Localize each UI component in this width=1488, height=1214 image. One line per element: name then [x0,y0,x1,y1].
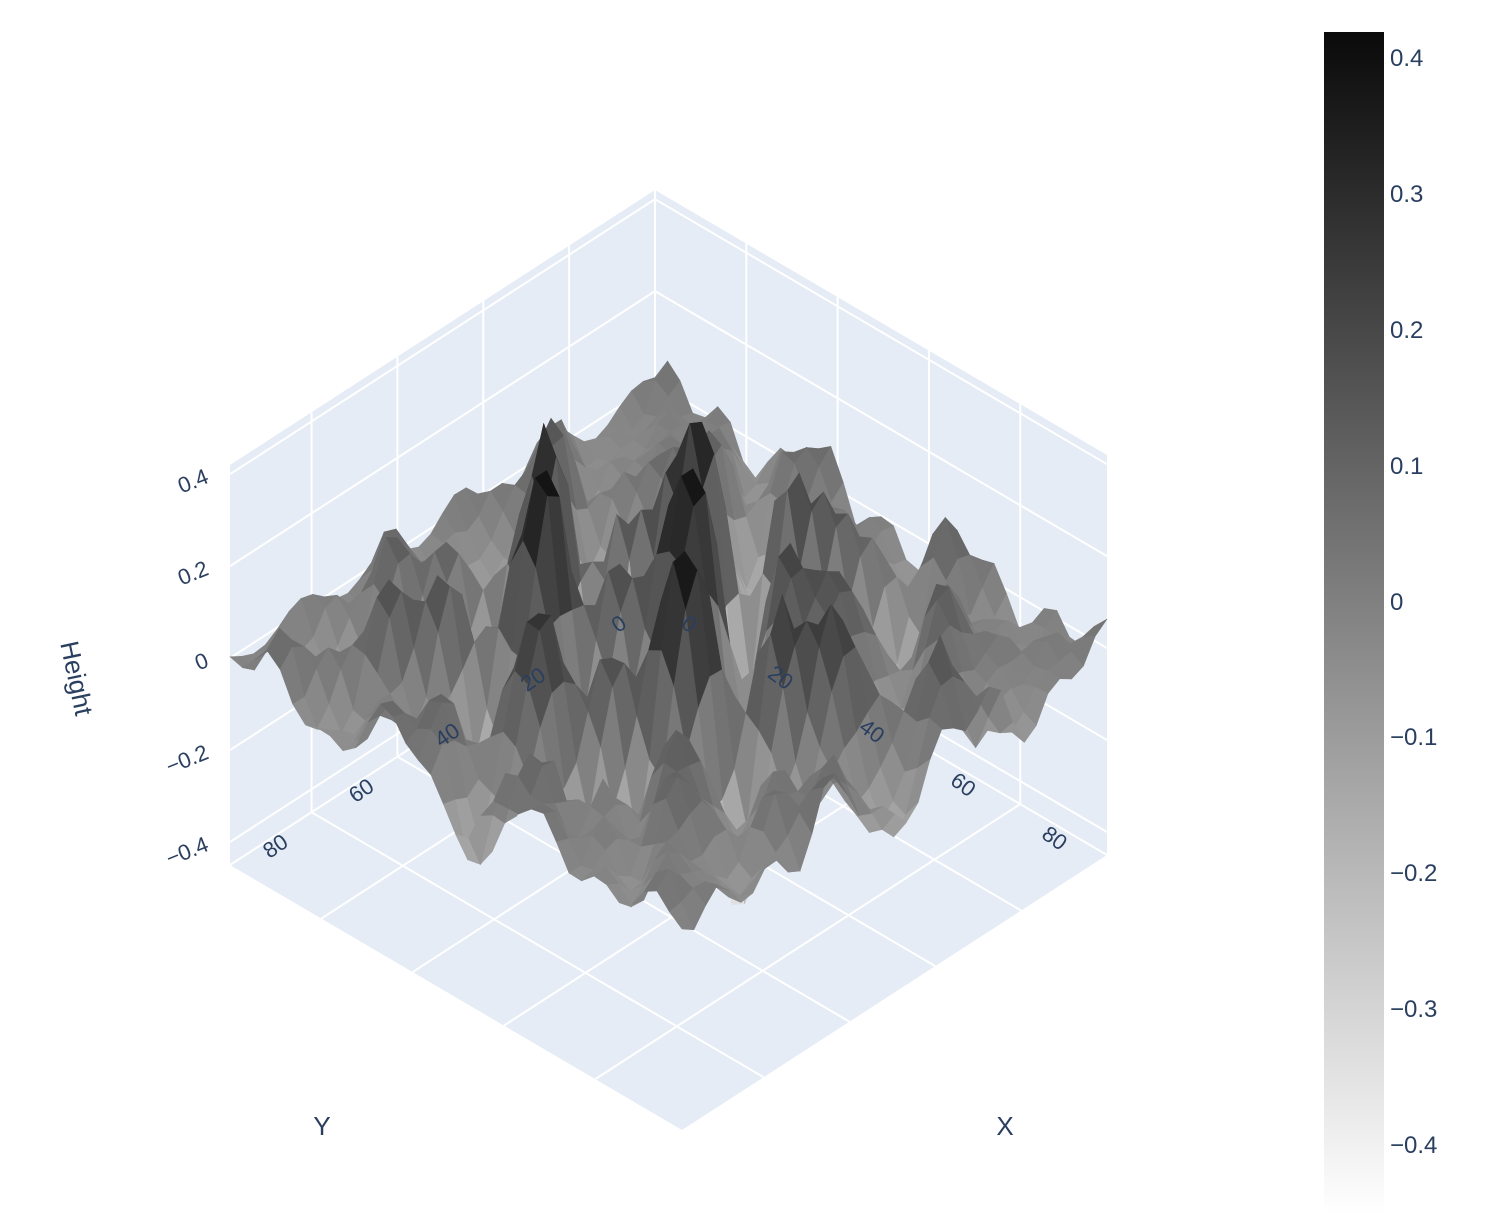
z-tick-label: 0.4 [174,464,212,499]
colorbar-tick-label: 0.2 [1390,316,1424,344]
floor-gridline-x [594,803,1021,1080]
floor-gridline-y [311,811,765,1079]
colorbar-tick-label: 0.1 [1390,452,1424,480]
z-gridline-y-wall [229,290,656,567]
height-surface[interactable] [229,360,1108,931]
colorbar-tick-label: −0.1 [1390,724,1438,752]
colorbar-tick-label: 0.4 [1390,45,1424,73]
colorbar-tick-label: −0.4 [1390,1132,1438,1160]
z-gridline-x-wall [654,290,1108,558]
z-gridline-x-wall [654,198,1108,466]
z-tick-label: 0 [191,648,212,676]
z-axis-title: Height [54,638,99,719]
x-axis-title: X [996,1111,1013,1141]
z-tick-label: −0.4 [162,831,212,870]
y-axis-title: Y [313,1111,330,1141]
z-axis-ticks: −0.4 −0.2 0 0.2 0.4 [162,464,212,871]
z-tick-label: −0.2 [162,740,212,779]
colorbar [1324,32,1384,1214]
z-gridline-y-wall [229,198,656,476]
surface-patch [669,901,695,931]
z-tick-label: 0.2 [174,556,212,591]
colorbar-tick-label: 0 [1390,588,1404,616]
colorbar-tick-label: −0.3 [1390,996,1438,1024]
colorbar-tick-label: 0.3 [1390,181,1424,209]
colorbar-tick-label: −0.2 [1390,860,1438,888]
